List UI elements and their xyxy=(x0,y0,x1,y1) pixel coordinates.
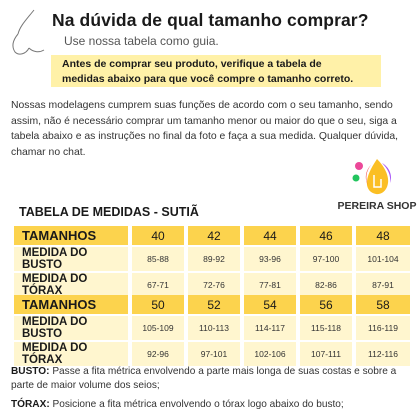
chest-note-label: TÓRAX: xyxy=(11,399,50,410)
chest-label: MEDIDA DO TÓRAX xyxy=(14,273,128,297)
chest-cell: 97-101 xyxy=(188,342,240,366)
sizes-label: TAMANHOS xyxy=(14,295,128,314)
bust-note-label: BUSTO: xyxy=(11,366,50,377)
size-cell: 48 xyxy=(356,226,410,245)
brand-name: PEREIRA SHOP xyxy=(337,200,417,212)
notice-highlight xyxy=(51,55,381,87)
sizes-row: TAMANHOS 40 42 44 46 48 xyxy=(14,226,410,245)
bust-row: MEDIDA DO BUSTO 105-109 110-113 114-117 … xyxy=(14,316,410,340)
bust-label: MEDIDA DO BUSTO xyxy=(14,316,128,340)
chest-cell: 107-111 xyxy=(300,342,352,366)
size-cell: 50 xyxy=(132,295,184,314)
bust-cell: 105-109 xyxy=(132,316,184,340)
bust-cell: 116-119 xyxy=(356,316,410,340)
size-cell: 40 xyxy=(132,226,184,245)
chest-note: TÓRAX: Posicione a fita métrica envolven… xyxy=(11,398,411,412)
notice-line-1: Antes de comprar seu produto, verifique … xyxy=(62,58,322,70)
bust-cell: 114-117 xyxy=(244,316,296,340)
chest-cell: 72-76 xyxy=(188,273,240,297)
sizes-label: TAMANHOS xyxy=(14,226,128,245)
chest-cell: 67-71 xyxy=(132,273,184,297)
bust-note: BUSTO: Passe a fita métrica envolvendo a… xyxy=(11,365,411,393)
bust-cell: 101-104 xyxy=(356,247,410,271)
intro-paragraph: Nossas modelagens cumprem suas funções d… xyxy=(11,100,399,158)
table-title: TABELA DE MEDIDAS - SUTIÃ xyxy=(19,205,199,219)
bust-cell: 97-100 xyxy=(300,247,352,271)
size-cell: 44 xyxy=(244,226,296,245)
size-cell: 46 xyxy=(300,226,352,245)
bust-row: MEDIDA DO BUSTO 85-88 89-92 93-96 97-100… xyxy=(14,247,410,271)
measurement-notes: BUSTO: Passe a fita métrica envolvendo a… xyxy=(11,365,411,417)
bust-cell: 115-118 xyxy=(300,316,352,340)
page-title: Na dúvida de qual tamanho comprar? xyxy=(52,10,369,30)
size-cell: 58 xyxy=(356,295,410,314)
size-table-1: TAMANHOS 40 42 44 46 48 MEDIDA DO BUSTO … xyxy=(14,226,410,297)
size-cell: 42 xyxy=(188,226,240,245)
notice-text: Antes de comprar seu produto, verifique … xyxy=(62,57,392,87)
size-table-2: TAMANHOS 50 52 54 56 58 MEDIDA DO BUSTO … xyxy=(14,295,410,366)
chest-row: MEDIDA DO TÓRAX 67-71 72-76 77-81 82-86 … xyxy=(14,273,410,297)
notice-line-2: medidas abaixo para que você compre o ta… xyxy=(62,73,354,85)
size-cell: 56 xyxy=(300,295,352,314)
bust-label: MEDIDA DO BUSTO xyxy=(14,247,128,271)
size-cell: 52 xyxy=(188,295,240,314)
chest-label: MEDIDA DO TÓRAX xyxy=(14,342,128,366)
flame-drop-logo-icon xyxy=(352,159,392,195)
bust-note-text: Passe a fita métrica envolvendo a parte … xyxy=(11,366,397,391)
brand-logo: PEREIRA SHOP xyxy=(334,155,420,215)
size-cell: 54 xyxy=(244,295,296,314)
chest-cell: 102-106 xyxy=(244,342,296,366)
bra-sketch-icon xyxy=(12,9,45,55)
chest-row: MEDIDA DO TÓRAX 92-96 97-101 102-106 107… xyxy=(14,342,410,366)
chest-cell: 77-81 xyxy=(244,273,296,297)
sizes-row: TAMANHOS 50 52 54 56 58 xyxy=(14,295,410,314)
bust-cell: 93-96 xyxy=(244,247,296,271)
chest-cell: 92-96 xyxy=(132,342,184,366)
bust-cell: 85-88 xyxy=(132,247,184,271)
bust-cell: 89-92 xyxy=(188,247,240,271)
chest-note-text: Posicione a fita métrica envolvendo o tó… xyxy=(49,399,344,410)
chest-cell: 87-91 xyxy=(356,273,410,297)
bust-cell: 110-113 xyxy=(188,316,240,340)
page-subtitle: Use nossa tabela como guia. xyxy=(64,34,219,48)
chest-cell: 112-116 xyxy=(356,342,410,366)
chest-cell: 82-86 xyxy=(300,273,352,297)
